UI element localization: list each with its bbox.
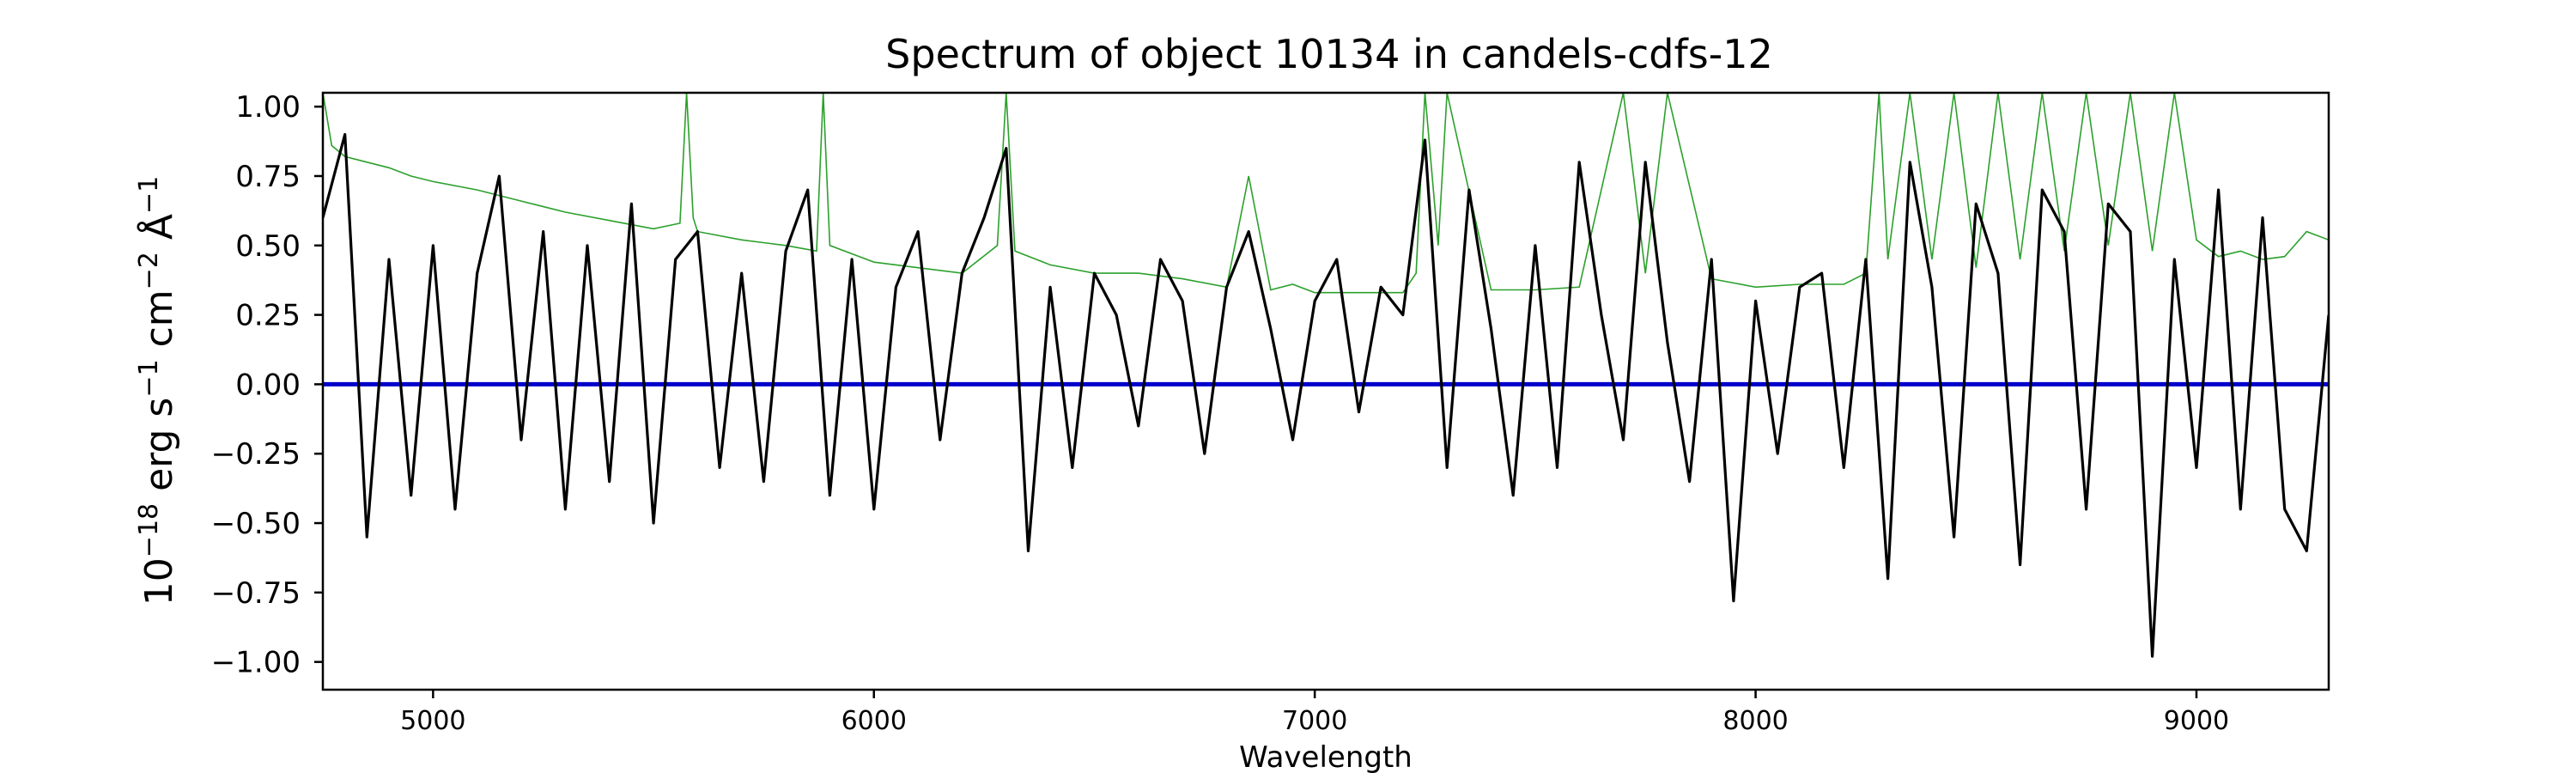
x-tick-label: 6000 [841, 706, 907, 736]
y-tick-label: −1.00 [211, 646, 301, 680]
y-tick-label: −0.50 [211, 507, 301, 541]
y-tick-label: 0.75 [235, 160, 301, 194]
y-tick-label: 0.50 [235, 229, 301, 264]
y-tick-label: −0.75 [211, 576, 301, 611]
x-axis-ticks: 5000 6000 7000 8000 9000 [400, 690, 2229, 736]
x-axis-label: Wavelength [1239, 740, 1413, 773]
y-tick-label: 0.00 [235, 368, 301, 402]
chart-title: Spectrum of object 10134 in candels-cdfs… [885, 31, 1773, 77]
x-tick-label: 7000 [1282, 706, 1347, 736]
plot-lines [323, 93, 2329, 658]
y-axis-ticks: 1.00 0.75 0.50 0.25 0.00 −0.25 −0.50 −0.75 −1.00 [211, 90, 323, 680]
y-axis-label: 10−18 erg s−1 cm−2 Å−1 [134, 176, 182, 606]
y-tick-label: 0.25 [235, 299, 301, 333]
plot-frame [321, 91, 2330, 691]
y-tick-label: −0.25 [211, 437, 301, 472]
x-tick-label: 8000 [1722, 706, 1788, 736]
x-tick-label: 5000 [400, 706, 465, 736]
flux-series-line [323, 132, 2329, 658]
y-tick-label: 1.00 [235, 90, 301, 125]
x-tick-label: 9000 [2164, 706, 2229, 736]
error-series-line [323, 93, 2329, 294]
